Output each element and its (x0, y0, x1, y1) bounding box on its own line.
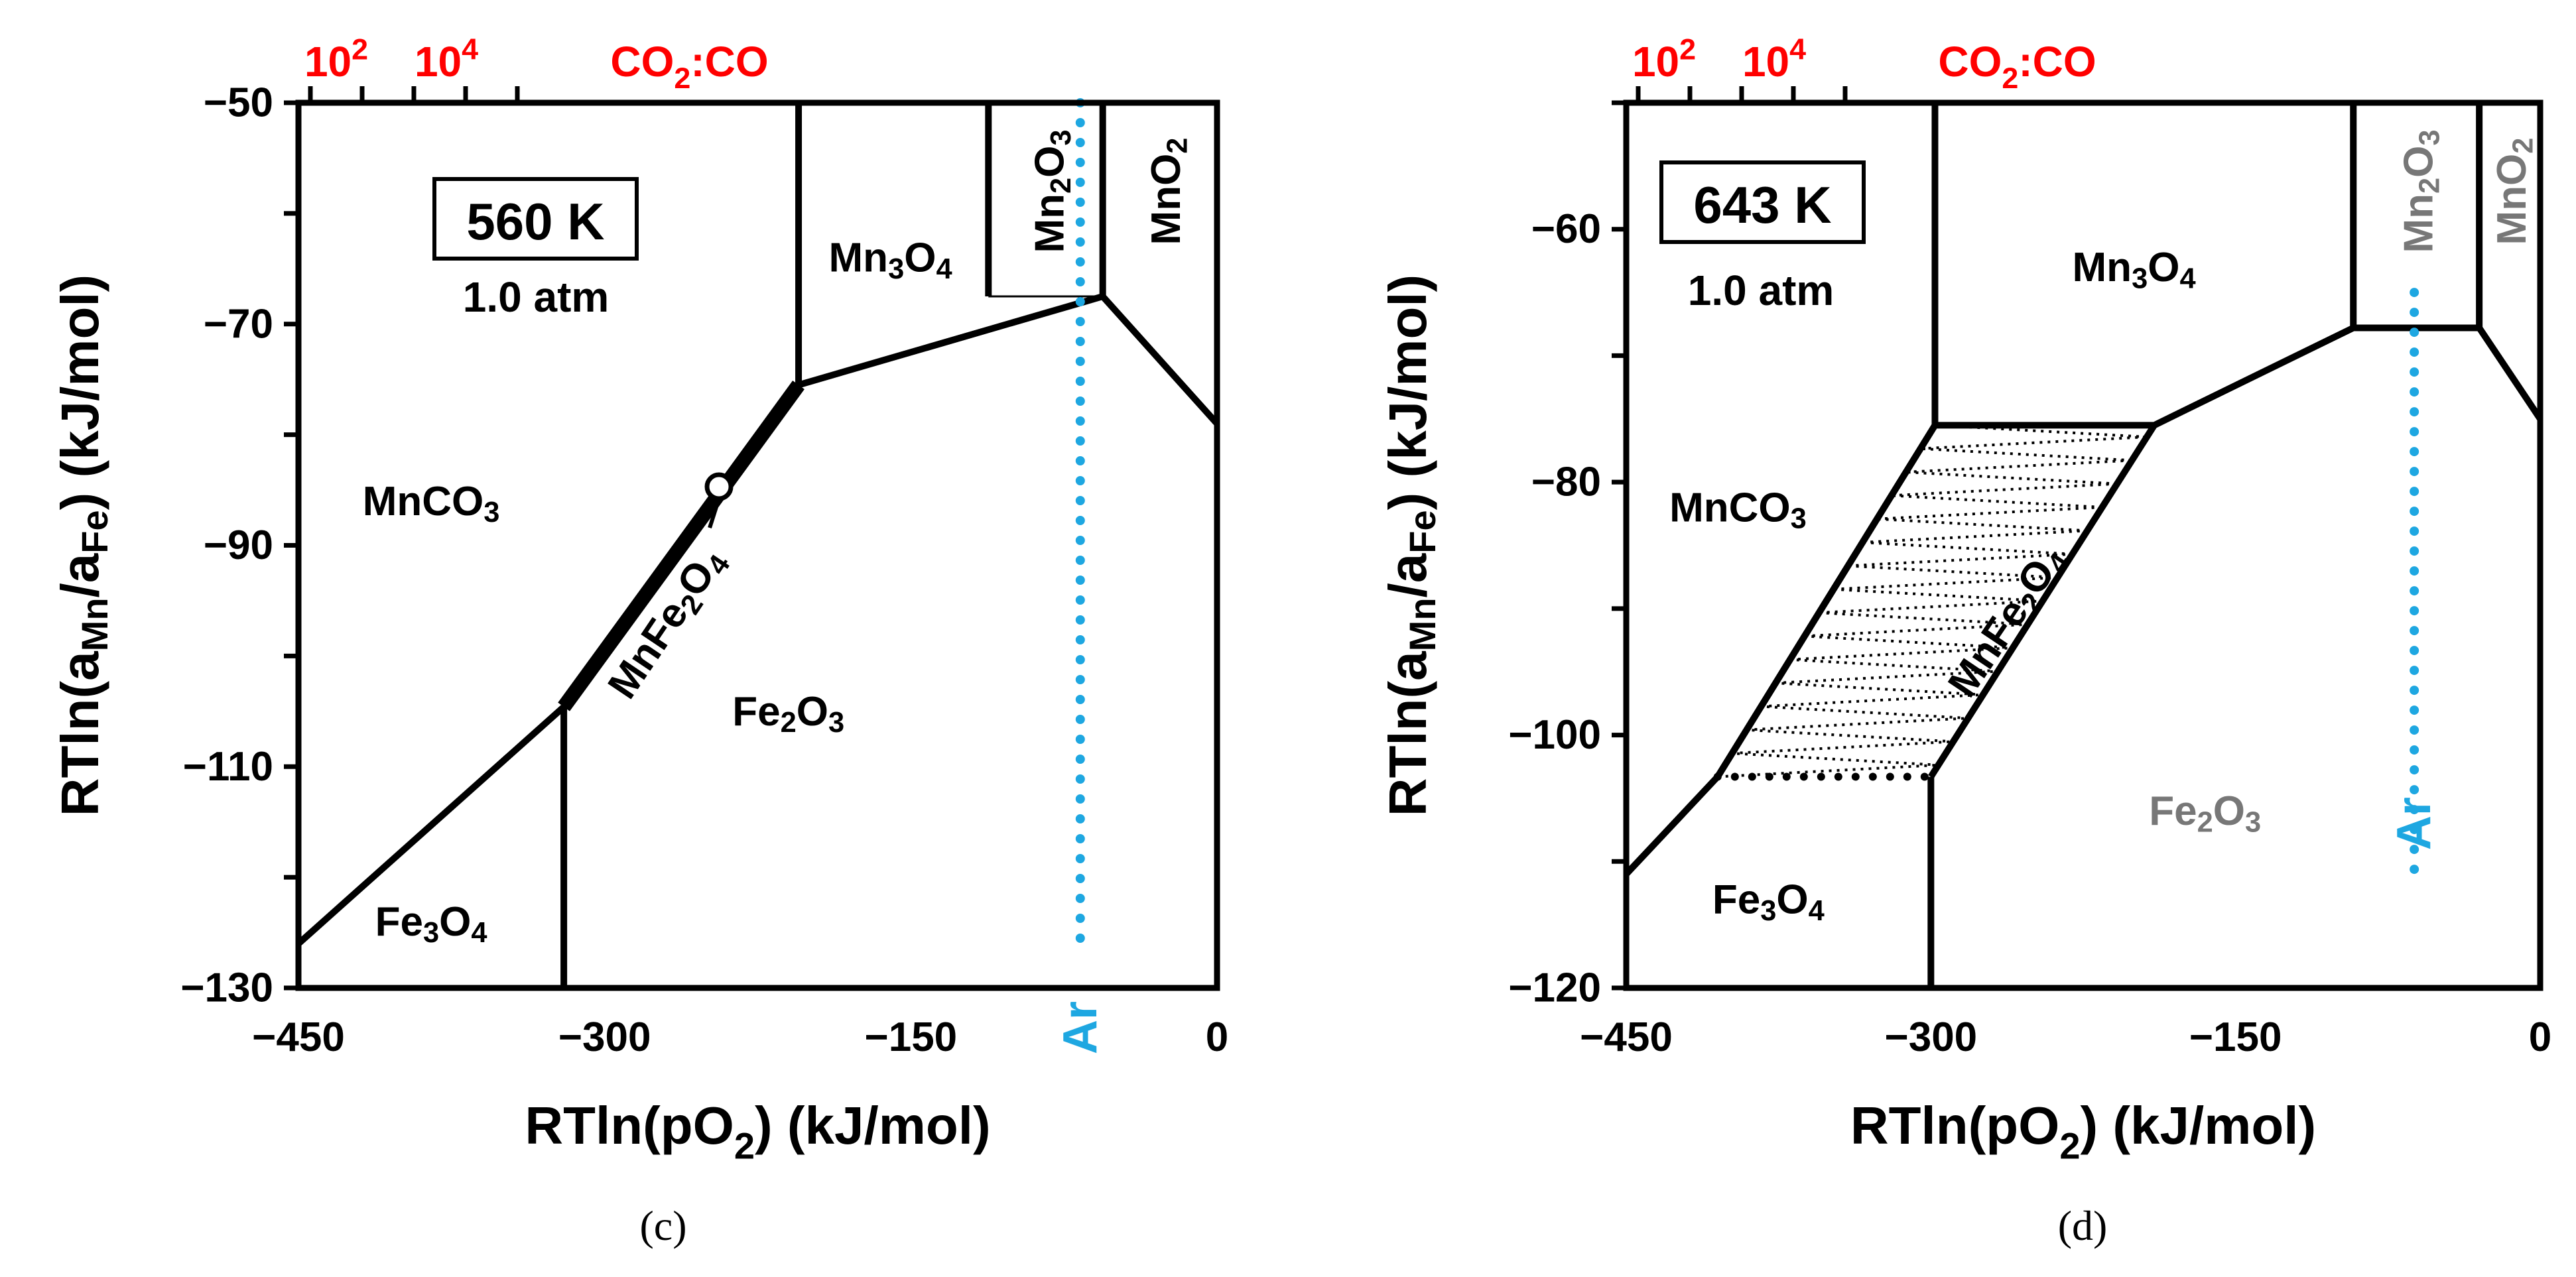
hatch-line (1804, 635, 2013, 650)
top-tick-label: 104 (1742, 32, 1806, 86)
temperature-box (432, 177, 639, 261)
y-tick-label: −60 (1531, 206, 1601, 252)
hatch-line (1789, 658, 1998, 673)
x-axis-title: RTln(pO2) (kJ/mol) (1850, 1096, 2316, 1166)
region-label: Fe3O4 (375, 898, 487, 949)
y-tick-label: −80 (1531, 459, 1601, 505)
region-label: MnFe2O4 (1939, 538, 2077, 708)
x-tick-label: 0 (2529, 1014, 2551, 1060)
phase-boundary (1928, 423, 2157, 779)
region-label: MnCO3 (1669, 485, 1807, 535)
x-tick-label: −450 (252, 1014, 345, 1060)
spinel-hatching (1717, 424, 2148, 778)
phase-boundary (1624, 774, 1720, 877)
hatch-line (1833, 587, 2043, 603)
x-tick-label: −150 (865, 1014, 958, 1060)
region-label: Fe2O3 (732, 688, 844, 739)
hatch-line (1789, 646, 2013, 661)
x-tick-label: 0 (1206, 1014, 1228, 1060)
hatch-line (1732, 752, 1939, 766)
x-tick-label: −300 (558, 1014, 651, 1060)
marker-point (704, 472, 734, 501)
panel-caption: (c) (639, 1202, 686, 1249)
region-label: Mn2O3 (1027, 129, 1077, 253)
pressure-label: 1.0 atm (463, 273, 610, 321)
y-axis-title: RTln(aMn/aFe) (kJ/mol) (50, 274, 115, 816)
hatch-line (1804, 623, 2028, 638)
ar-label: Ar (1054, 1001, 1107, 1054)
y-tick-label: −130 (180, 965, 273, 1011)
pressure-label: 1.0 atm (1688, 267, 1835, 314)
hatch-line (1717, 763, 1939, 778)
hatch-line (1876, 517, 2088, 532)
region-label: Mn3O4 (829, 235, 952, 285)
region-label: MnCO3 (363, 478, 500, 528)
hatch-line (1920, 447, 2132, 462)
panel-d: Ar −120 −100 −80 −60 −450 −300 −150 0 102 104 CO2:C… (1378, 32, 2552, 1249)
y-tick-label: −120 (1508, 965, 1601, 1011)
hatch-line (1862, 541, 2073, 556)
hatch-line (1891, 494, 2102, 509)
top-tick-label: 102 (1632, 32, 1696, 86)
hatch-line (1905, 459, 2132, 474)
x-tick-label: −150 (2189, 1014, 2282, 1060)
spinel-band (558, 381, 805, 711)
y-tick-label: −110 (183, 744, 273, 790)
hatch-line (1891, 482, 2118, 497)
x-axis-title: RTln(pO2) (kJ/mol) (525, 1096, 990, 1166)
hatch-line (1876, 506, 2102, 520)
hatch-line (1732, 740, 1954, 755)
hatch-line (1761, 693, 1984, 708)
hatch-line (1819, 611, 2028, 626)
y-tick-label: −100 (1508, 712, 1601, 758)
region-label: Mn2O3 (2396, 129, 2446, 253)
hatch-line (1920, 435, 2148, 450)
hatch-line (1746, 728, 1954, 743)
hatch-line (1775, 682, 1984, 696)
x-tick-label: −450 (1580, 1014, 1673, 1060)
temperature-label: 560 K (466, 192, 604, 251)
region-label: Mn3O4 (2073, 244, 2196, 294)
hatch-line (1848, 552, 2073, 568)
region-label: Fe3O4 (1712, 877, 1825, 927)
y-tick-label: −90 (204, 522, 273, 568)
y-tick-label: −70 (204, 301, 273, 347)
hatch-line (1862, 529, 2088, 544)
hatch-line (1848, 564, 2058, 579)
phase-boundary (1714, 423, 1938, 779)
hatch-line (1819, 599, 2043, 615)
plot-frame (1623, 99, 2544, 991)
hatch-line (1746, 717, 1968, 731)
hatch-line (1761, 705, 1968, 720)
top-tick-label: 104 (415, 32, 478, 86)
hatch-line (1905, 471, 2118, 485)
top-axis-title: CO2:CO (610, 38, 768, 95)
marker-leader (708, 498, 721, 528)
temperature-label: 643 K (1693, 176, 1831, 234)
region-label: Fe2O3 (2149, 788, 2261, 839)
top-tick-label: 102 (304, 32, 368, 86)
region-label: MnO2 (2489, 138, 2540, 245)
hatch-line (1775, 670, 1998, 685)
x-tick-label: −300 (1885, 1014, 1978, 1060)
y-axis-title: RTln(aMn/aFe) (kJ/mol) (1378, 274, 1443, 816)
panel-c: Ar −130 −110 −90 −70 −50 −450 −300 −150 0 102 104 CO… (50, 32, 1229, 1249)
top-axis-title: CO2:CO (1938, 38, 2096, 95)
hatch-line (1833, 576, 2058, 591)
y-tick-label: −50 (204, 80, 273, 126)
panel-caption: (d) (2058, 1202, 2108, 1249)
region-label: MnO2 (1143, 138, 1194, 245)
ar-label: Ar (2388, 797, 2441, 850)
temperature-box (1659, 160, 1866, 244)
